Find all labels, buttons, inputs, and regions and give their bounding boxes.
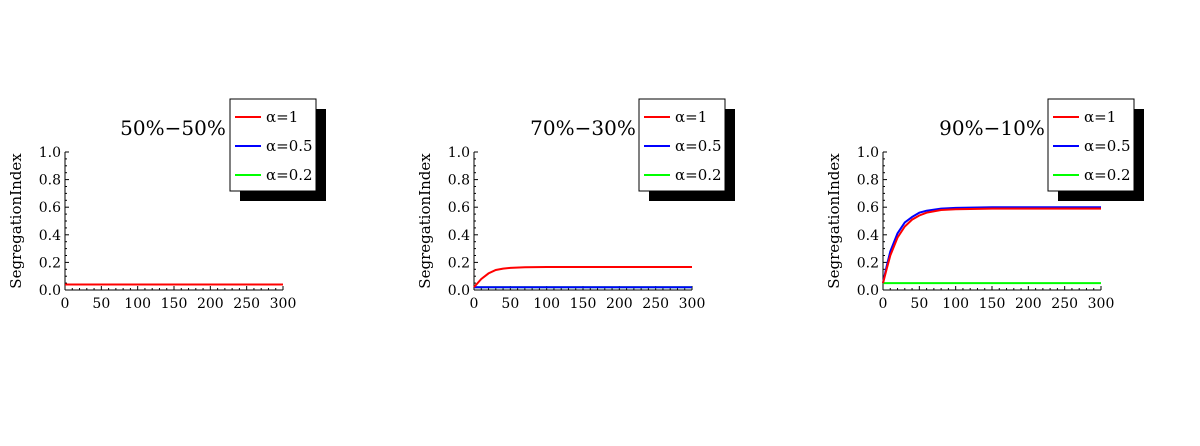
y-tick-label: 0.4 [448, 228, 470, 244]
legend-label: α=0.2 [675, 166, 722, 184]
y-tick-label: 1.0 [39, 145, 61, 161]
chart-title: 50%−50% [120, 116, 226, 140]
x-tick-label: 50 [910, 296, 928, 312]
y-tick-label: 0.8 [857, 173, 879, 189]
legend-label: α=1 [675, 108, 707, 126]
legend-label: α=0.5 [266, 137, 313, 155]
x-tick-label: 50 [92, 296, 110, 312]
x-tick-label: 0 [879, 296, 888, 312]
y-tick-label: 0.6 [448, 200, 470, 216]
x-tick-label: 200 [1015, 296, 1042, 312]
y-tick-label: 0.0 [448, 283, 470, 299]
y-tick-label: 1.0 [448, 145, 470, 161]
y-tick-label: 0.0 [857, 283, 879, 299]
chart-panel-1: 0.0 0.2 0.4 0.6 0.8 1.0 0 50 100 150 200 250 300 Segr… [7, 98, 326, 312]
y-tick-label: 0.4 [39, 228, 61, 244]
y-axis-label: SegregationIndex [7, 153, 25, 289]
y-axis-label: SegregationIndex [416, 153, 434, 289]
x-tick-label: 150 [979, 296, 1006, 312]
legend-label: α=0.2 [266, 166, 313, 184]
x-tick-label: 300 [1088, 296, 1115, 312]
y-tick-label: 0.4 [857, 228, 879, 244]
y-tick-label: 0.8 [39, 173, 61, 189]
x-tick-label: 100 [942, 296, 969, 312]
chart-title: 90%−10% [939, 116, 1045, 140]
y-axis-label: SegregationIndex [825, 153, 843, 289]
x-tick-label: 250 [642, 296, 669, 312]
y-tick-label: 0.8 [448, 173, 470, 189]
legend-label: α=1 [266, 108, 298, 126]
y-tick-label: 0.0 [39, 283, 61, 299]
x-tick-label: 300 [270, 296, 297, 312]
x-tick-label: 100 [124, 296, 151, 312]
legend-label: α=1 [1084, 108, 1116, 126]
y-tick-label: 0.2 [857, 255, 879, 271]
chart-title: 70%−30% [530, 116, 636, 140]
y-tick-label: 1.0 [857, 145, 879, 161]
legend-label: α=0.2 [1084, 166, 1131, 184]
x-tick-label: 0 [470, 296, 479, 312]
x-tick-label: 200 [197, 296, 224, 312]
series-line [882, 206, 1101, 284]
y-tick-label: 0.2 [39, 255, 61, 271]
x-tick-label: 200 [606, 296, 633, 312]
y-tick-label: 0.2 [448, 255, 470, 271]
x-tick-label: 100 [533, 296, 560, 312]
y-tick-label: 0.6 [857, 200, 879, 216]
legend-label: α=0.5 [675, 137, 722, 155]
x-tick-label: 50 [501, 296, 519, 312]
y-tick-label: 0.6 [39, 200, 61, 216]
x-tick-label: 250 [233, 296, 260, 312]
legend-label: α=0.5 [1084, 137, 1131, 155]
x-tick-label: 0 [61, 296, 70, 312]
chart-panel-2: 0.0 0.2 0.4 0.6 0.8 1.0 0 50 100 150 200 250 300 Segr… [416, 98, 735, 312]
series-line [473, 266, 692, 288]
chart-panel-3: 0.0 0.2 0.4 0.6 0.8 1.0 0 50 100 150 200 250 300 Segr… [825, 98, 1144, 312]
x-tick-label: 150 [570, 296, 597, 312]
x-tick-label: 300 [679, 296, 706, 312]
series-line [882, 207, 1101, 284]
x-tick-label: 250 [1051, 296, 1078, 312]
x-tick-label: 150 [161, 296, 188, 312]
